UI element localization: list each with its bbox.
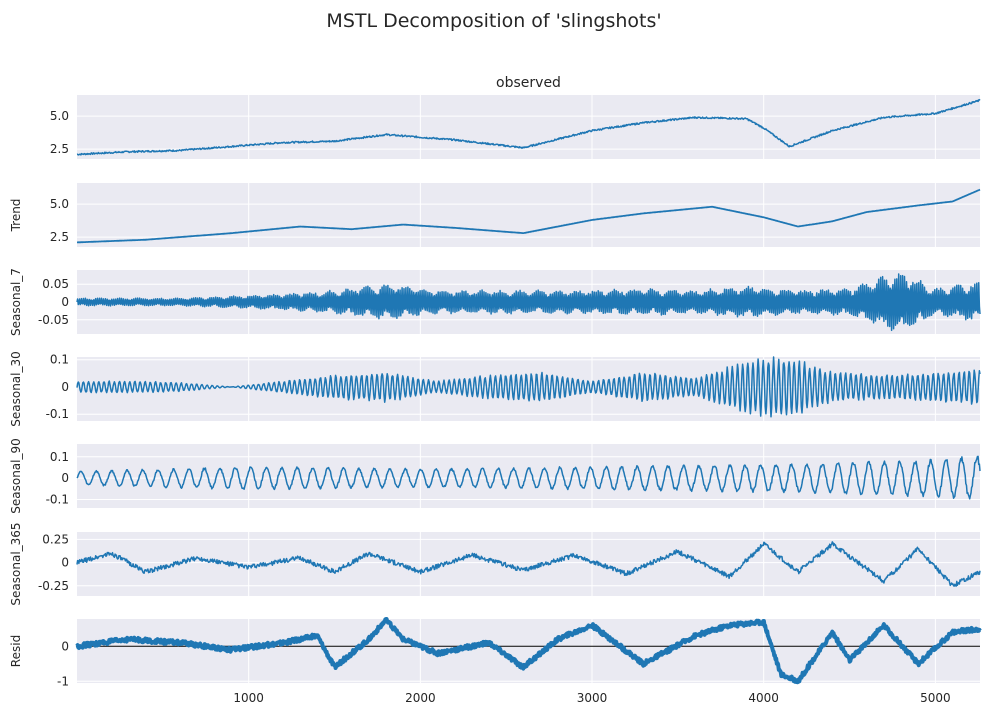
panel-background [77,444,980,508]
y-tick-label: -0.1 [46,407,69,421]
y-tick-label: 0 [61,639,69,653]
y-axis-label: Seasonal_365 [9,522,23,605]
y-tick-label: 0.1 [50,450,69,464]
y-tick-label: 0.1 [50,353,69,367]
x-tick-label: 2000 [405,691,436,705]
y-tick-label: 0.05 [42,277,69,291]
y-tick-label: 0 [61,380,69,394]
panel-seasonal_7: 0.05 0 -0.05 Seasonal_7 [9,268,981,336]
y-tick-label: 5.0 [50,197,69,211]
series-line-observed [76,98,981,156]
panel-observed: 2.5 5.0 observed [50,75,981,159]
y-tick-label: -0.1 [46,492,69,506]
x-tick-label: 5000 [920,691,951,705]
y-tick-label: -0.25 [38,579,69,593]
x-tick-label: 4000 [748,691,779,705]
y-tick-label: 0 [61,295,69,309]
y-tick-label: 0.25 [42,532,69,546]
series-line-trend [76,188,981,244]
panel-seasonal_90: 0.1 0 -0.1 Seasonal_90 [9,438,981,514]
y-tick-label: 0 [61,556,69,570]
series-line-resid [75,617,982,685]
y-tick-label: 2.5 [50,230,69,244]
chart-title: MSTL Decomposition of 'slingshots' [326,10,661,32]
y-tick-label: 0 [61,471,69,485]
y-axis-label: Seasonal_90 [9,438,23,514]
panel-background [77,183,980,247]
x-tick-label: 1000 [233,691,264,705]
y-axis-label: Seasonal_30 [9,351,23,427]
series-line-seasonal_90 [76,455,981,500]
panel-seasonal_365: 0.25 0 -0.25 Seasonal_365 [9,522,981,606]
panel-background [77,532,980,596]
series-line-seasonal_7 [76,273,981,332]
y-tick-label: 5.0 [50,109,69,123]
panel-title: observed [496,75,561,91]
series-line-seasonal_365 [76,541,981,587]
panels: 2.5 5.0 observed 2.5 5.0 Trend 0.05 0 -0.05 Seaso… [9,75,982,705]
panel-trend: 2.5 5.0 Trend [9,183,981,247]
y-axis-label: Resid [9,635,23,667]
y-tick-label: -1 [57,674,69,688]
y-tick-label: 2.5 [50,142,69,156]
x-tick-label: 3000 [577,691,608,705]
y-axis-label: Trend [9,199,23,233]
panel-resid: 0 -1 Resid [9,617,982,688]
series-line-seasonal_30 [76,356,981,418]
panel-background [77,95,980,159]
panel-seasonal_30: 0.1 0 -0.1 Seasonal_30 [9,351,981,427]
y-axis-label: Seasonal_7 [9,268,23,336]
y-tick-label: -0.05 [38,313,69,327]
